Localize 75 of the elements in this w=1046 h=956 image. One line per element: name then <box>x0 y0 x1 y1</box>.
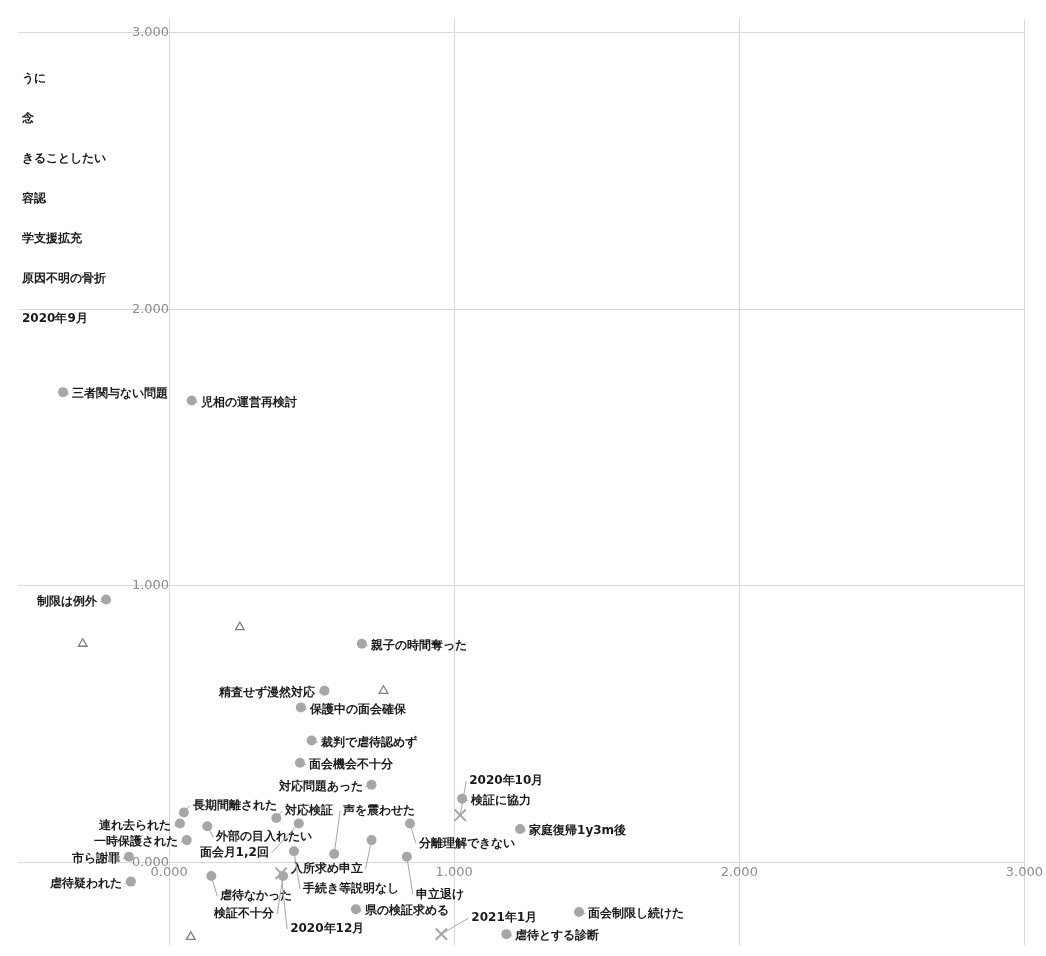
point <box>350 904 361 915</box>
point <box>366 779 377 790</box>
annotation: きることしたい <box>22 150 106 165</box>
annotation: 検証不十分 <box>213 906 276 921</box>
point <box>501 929 512 940</box>
point <box>274 866 288 880</box>
point <box>515 824 526 835</box>
annotation: 虐待疑われた <box>48 875 122 890</box>
point <box>125 876 136 887</box>
point <box>77 638 88 647</box>
annotation: 虐待なかった <box>219 888 293 903</box>
x-tick-label: 2.000 <box>720 864 758 880</box>
annotation: 対応問題あった <box>277 778 363 793</box>
x-tick-label: 3.000 <box>1005 864 1043 880</box>
annotation: 三者関与ない問題 <box>72 386 169 401</box>
annotation: 親子の時間奪った <box>369 637 467 652</box>
annotation: 外部の目入れたい <box>215 829 313 844</box>
point <box>434 927 449 941</box>
annotation: 入所求め申立 <box>289 861 363 876</box>
annotation: 2020年12月 <box>290 921 365 936</box>
annotation: 念 <box>21 110 35 125</box>
annotation: 制限は例外 <box>36 593 99 608</box>
y-tick-label: 2.000 <box>131 300 170 316</box>
annotation: 家庭復帰1y3m後 <box>528 823 627 838</box>
point <box>174 818 185 829</box>
annotation: 2020年9月 <box>22 310 88 325</box>
annotation: 県の検証求める <box>363 903 449 918</box>
y-tick-label: 1.000 <box>131 577 170 593</box>
annotation: 対応検証 <box>284 803 334 818</box>
point <box>401 851 412 862</box>
point <box>206 871 217 882</box>
x-tick-label: 0.000 <box>150 864 188 880</box>
annotation: 面会制限し続けた <box>587 906 685 921</box>
annotation: 学支援拡充 <box>22 230 83 245</box>
point <box>356 638 367 649</box>
point <box>378 685 389 694</box>
point <box>101 594 112 605</box>
point <box>58 387 69 398</box>
point <box>574 907 585 918</box>
x-tick-label: 1.000 <box>435 864 473 880</box>
y-tick-label: 3.000 <box>131 24 170 39</box>
annotation: 手続き等説明なし <box>301 881 399 896</box>
point <box>181 835 192 846</box>
annotation: 検証に協力 <box>470 792 532 807</box>
annotation: 長期間離された <box>191 797 277 812</box>
point <box>185 931 196 941</box>
annotation: 虐待とする診断 <box>514 928 600 943</box>
point <box>288 846 299 857</box>
annotation: 連れ去られた <box>97 817 171 832</box>
point <box>319 685 330 696</box>
annotation: 児相の運営再検討 <box>199 394 297 409</box>
annotation: 精査せず漫然対応 <box>218 684 316 699</box>
annotation: 保護中の面会確保 <box>308 701 407 716</box>
annotation: 面会機会不十分 <box>307 756 394 771</box>
annotation: 裁判で虐待認めず <box>319 734 417 749</box>
annotation: 2021年1月 <box>471 910 538 925</box>
point <box>329 848 340 859</box>
annotation: 容認 <box>21 190 47 205</box>
annotation: 原因不明の骨折 <box>21 270 106 285</box>
annotation: 2020年10月 <box>469 773 544 788</box>
point <box>453 808 467 822</box>
annotation: うに <box>22 70 46 85</box>
point <box>178 807 189 818</box>
point <box>294 757 305 768</box>
point <box>271 812 282 823</box>
annotation: 面会月1,2回 <box>198 844 269 859</box>
point <box>405 818 416 829</box>
annotation: 市ら謝罪 <box>70 850 120 865</box>
point <box>295 702 306 713</box>
point <box>366 835 377 846</box>
annotation: 申立退け <box>415 886 464 901</box>
annotation: 声を震わせた <box>342 803 416 818</box>
annotation: 一時保護された <box>93 834 178 849</box>
annotation: 分離理解できない <box>418 835 516 850</box>
point <box>234 621 245 631</box>
